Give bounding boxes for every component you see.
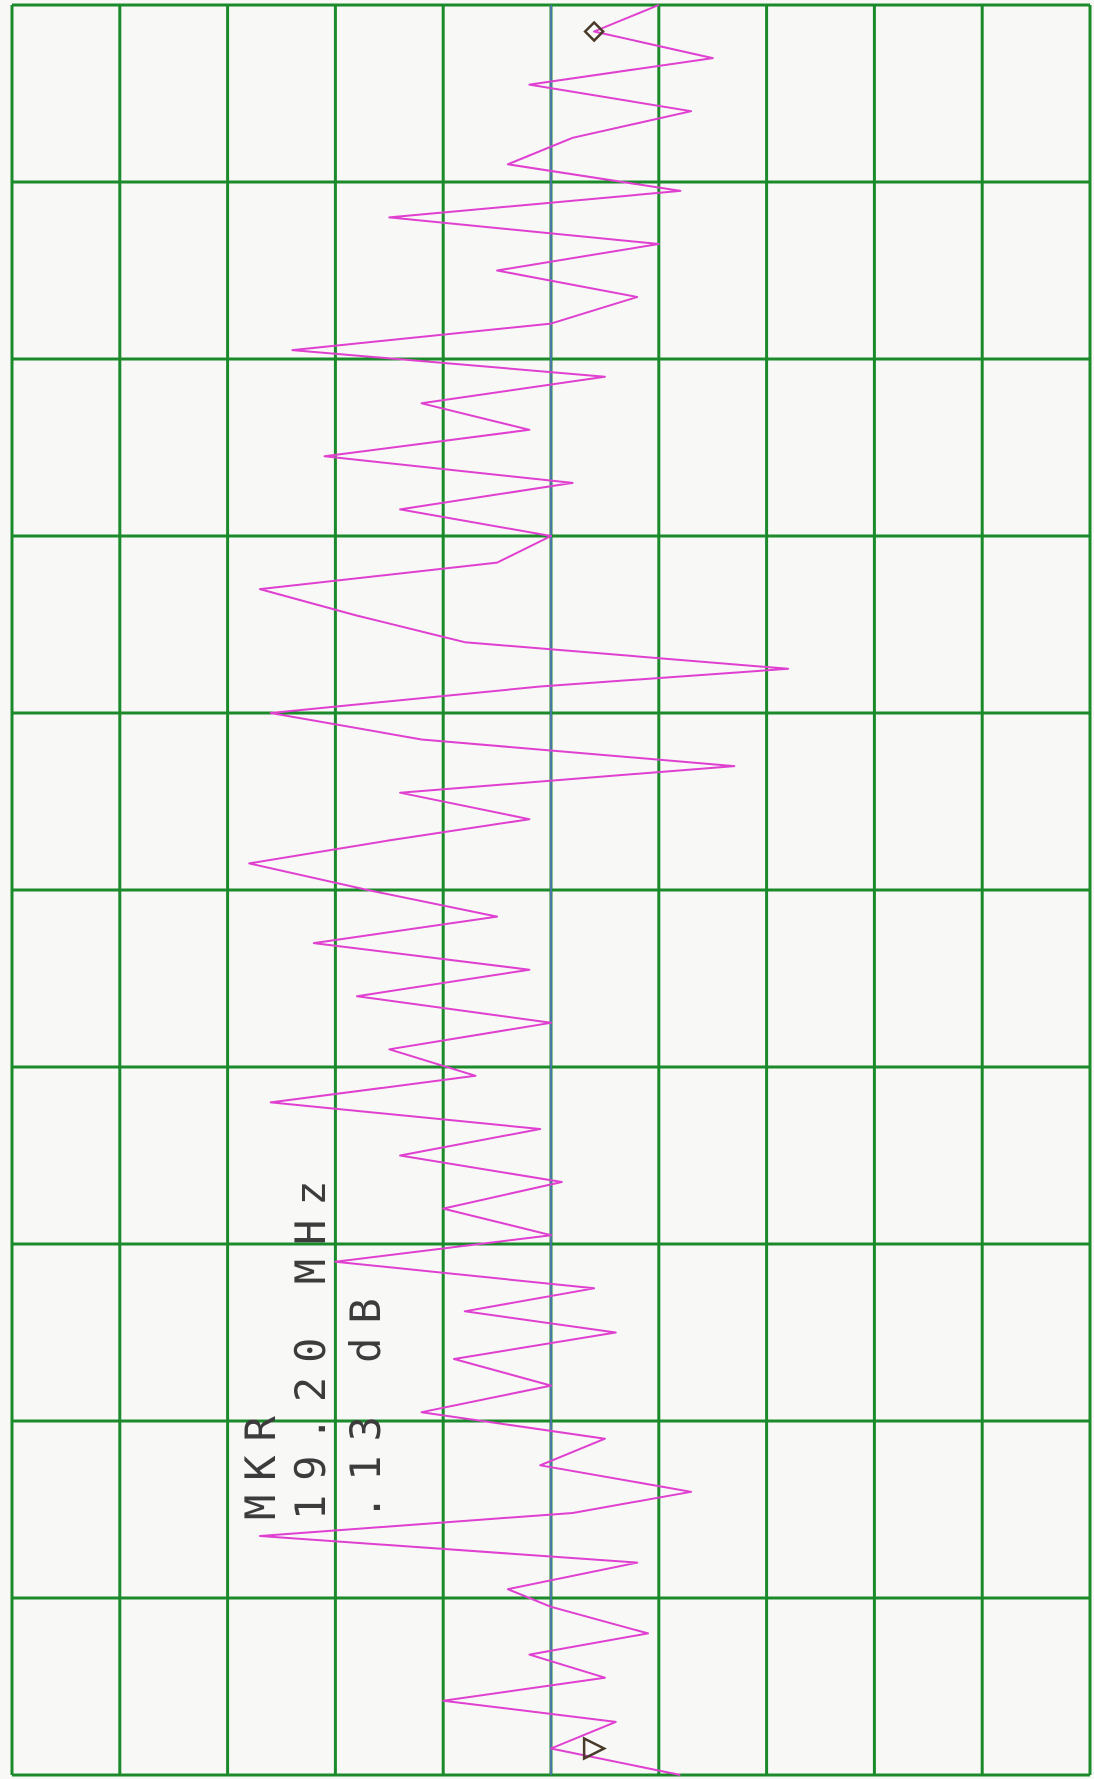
marker-triangle-icon (582, 1736, 607, 1761)
marker-diamond-icon (583, 20, 605, 43)
marker-group (582, 20, 607, 1761)
marker-frequency: 19.20 MHz (286, 1166, 335, 1520)
marker-label: MKR (236, 1402, 285, 1520)
marker-amplitude: .13 dB (341, 1284, 390, 1520)
spectrum-trace (248, 4, 790, 1776)
marker-readout: MKR 19.20 MHz .13 dB (236, 1166, 390, 1520)
